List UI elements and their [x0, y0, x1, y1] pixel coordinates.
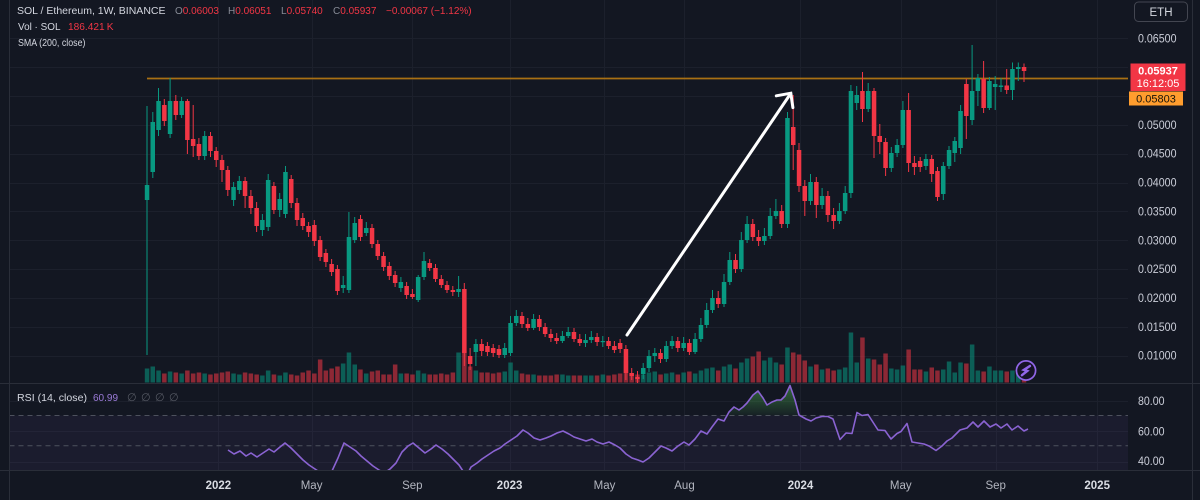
svg-text:SMA (200, close): SMA (200, close) — [18, 38, 86, 49]
svg-text:∅: ∅ — [169, 392, 179, 404]
svg-text:∅: ∅ — [155, 392, 165, 404]
svg-text:0.01000: 0.01000 — [1138, 349, 1177, 363]
svg-text:0.03500: 0.03500 — [1138, 204, 1177, 218]
svg-text:2023: 2023 — [497, 480, 523, 492]
svg-text:0.03000: 0.03000 — [1138, 233, 1177, 247]
svg-text:SOL / Ethereum, 1W, BINANCE: SOL / Ethereum, 1W, BINANCE — [17, 6, 166, 17]
svg-text:Aug: Aug — [674, 480, 694, 492]
svg-text:May: May — [301, 480, 323, 492]
svg-text:0.05000: 0.05000 — [1138, 118, 1177, 132]
svg-text:∅: ∅ — [127, 392, 137, 404]
svg-text:0.02500: 0.02500 — [1138, 262, 1177, 276]
svg-text:Sep: Sep — [985, 480, 1005, 492]
svg-text:2025: 2025 — [1084, 480, 1110, 492]
svg-text:40.00: 40.00 — [1138, 454, 1165, 468]
svg-text:C0.05937: C0.05937 — [333, 6, 377, 17]
svg-text:2022: 2022 — [206, 480, 232, 492]
svg-text:0.01500: 0.01500 — [1138, 320, 1177, 334]
svg-text:0.04500: 0.04500 — [1138, 147, 1177, 161]
svg-text:L0.05740: L0.05740 — [281, 6, 323, 17]
svg-text:60.99: 60.99 — [93, 393, 118, 404]
svg-text:0.02000: 0.02000 — [1138, 291, 1177, 305]
svg-text:Vol · SOL: Vol · SOL — [18, 22, 61, 33]
svg-text:O0.06003: O0.06003 — [175, 6, 219, 17]
svg-text:∅: ∅ — [141, 392, 151, 404]
svg-text:60.00: 60.00 — [1138, 424, 1165, 438]
svg-text:0.06500: 0.06500 — [1138, 31, 1177, 45]
svg-text:0.04000: 0.04000 — [1138, 176, 1177, 190]
svg-text:0.05937: 0.05937 — [1138, 66, 1178, 78]
svg-text:RSI (14, close): RSI (14, close) — [17, 393, 87, 404]
svg-text:0.05803: 0.05803 — [1136, 94, 1176, 106]
svg-text:186.421 K: 186.421 K — [68, 22, 114, 33]
svg-text:80.00: 80.00 — [1138, 394, 1165, 408]
svg-text:May: May — [890, 480, 912, 492]
svg-text:ETH: ETH — [1150, 7, 1173, 19]
svg-text:H0.06051: H0.06051 — [228, 6, 272, 17]
svg-text:Sep: Sep — [402, 480, 422, 492]
svg-text:−0.00067 (−1.12%): −0.00067 (−1.12%) — [386, 6, 472, 17]
svg-text:May: May — [594, 480, 616, 492]
svg-text:2024: 2024 — [788, 480, 814, 492]
svg-text:16:12:05: 16:12:05 — [1137, 78, 1180, 90]
